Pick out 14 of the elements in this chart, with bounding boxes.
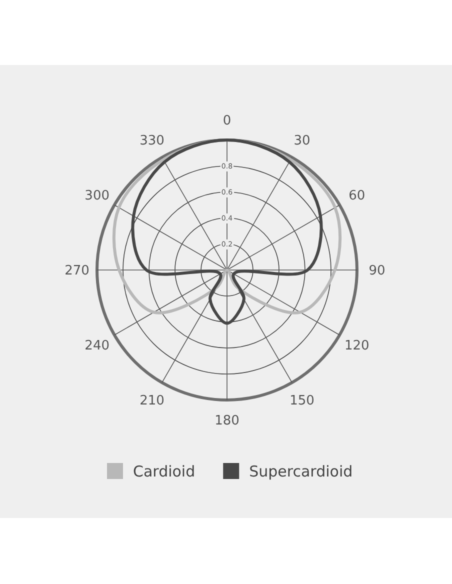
spoke-label: 240	[84, 338, 110, 354]
spoke-label: 0	[222, 114, 232, 129]
spoke-label: 180	[214, 414, 240, 429]
spoke-label: 90	[368, 264, 386, 279]
legend-label: Supercardioid	[249, 462, 353, 480]
legend-label: Cardioid	[133, 462, 196, 480]
spoke-label: 150	[290, 393, 314, 408]
spoke-label: 300	[84, 188, 110, 204]
spoke-label: 270	[64, 264, 90, 279]
spoke-label: 120	[344, 338, 370, 354]
spoke-label: 30	[294, 134, 310, 149]
spoke-label: 330	[140, 134, 164, 149]
spoke-label: 210	[140, 393, 164, 408]
spoke-label: 60	[348, 188, 366, 204]
